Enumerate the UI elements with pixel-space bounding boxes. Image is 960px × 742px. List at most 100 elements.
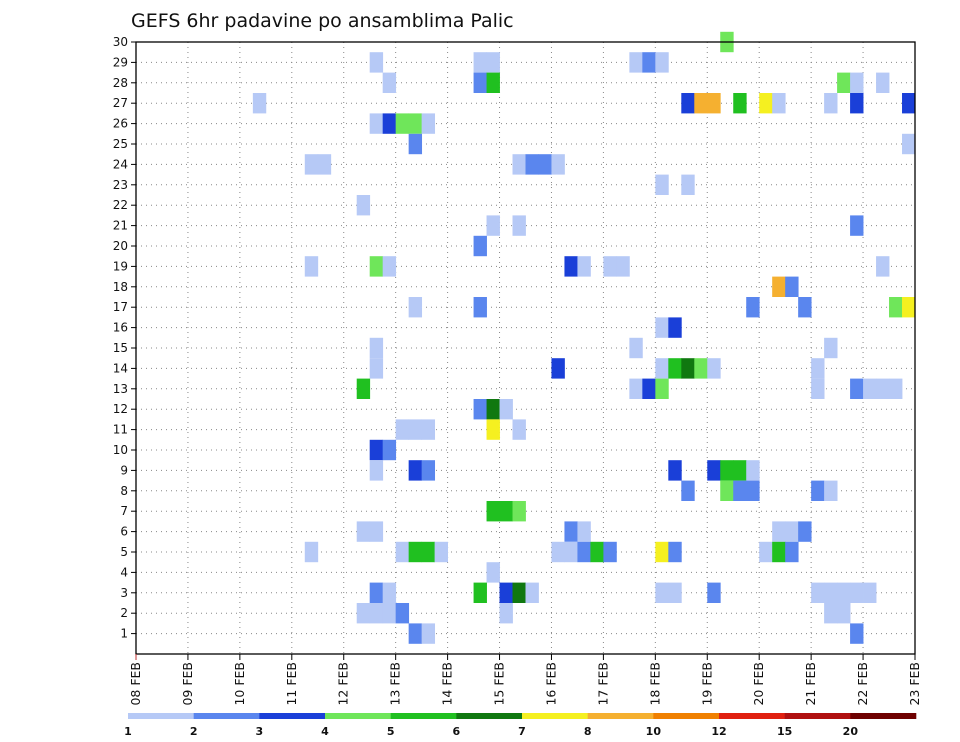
precip-cell <box>694 93 708 114</box>
precip-cell <box>551 541 565 563</box>
precip-cell <box>486 52 500 73</box>
legend-label: 6 <box>453 725 461 738</box>
precip-cell <box>486 72 500 93</box>
y-tick-label: 21 <box>113 219 128 233</box>
y-tick-label: 8 <box>120 484 128 498</box>
precip-cell <box>733 480 747 501</box>
precip-cell <box>681 93 695 114</box>
precip-cell <box>473 297 487 318</box>
precip-cell <box>785 276 799 297</box>
precip-cell <box>369 52 384 73</box>
precip-cell <box>694 358 708 379</box>
x-tick-label: 18 FEB <box>647 662 662 706</box>
precip-cell <box>655 317 669 338</box>
x-tick-label: 12 FEB <box>336 662 351 706</box>
precip-cell <box>603 541 617 563</box>
y-tick-label: 14 <box>113 361 128 375</box>
y-tick-label: 7 <box>120 504 128 518</box>
precip-cell <box>668 358 682 379</box>
legend-label: 15 <box>777 725 792 738</box>
precip-cell <box>772 93 786 114</box>
legend-swatch <box>325 713 391 719</box>
precip-cell <box>408 460 423 481</box>
precip-cell <box>421 419 436 440</box>
precip-cell <box>473 399 487 420</box>
y-tick-label: 13 <box>113 382 128 396</box>
legend-label: 2 <box>190 725 198 738</box>
y-tick-label: 1 <box>120 627 128 641</box>
precip-cell <box>408 541 423 563</box>
y-tick-label: 15 <box>113 341 128 355</box>
legend-swatch <box>587 713 654 719</box>
precip-cell <box>473 72 487 93</box>
precip-cell <box>785 541 799 563</box>
legend-label: 20 <box>843 725 859 738</box>
precip-cell <box>850 582 864 603</box>
precip-cell <box>876 256 890 277</box>
precip-cell <box>772 521 786 542</box>
y-tick-label: 22 <box>113 198 128 212</box>
precip-cell <box>772 541 786 563</box>
y-tick-label: 6 <box>120 525 128 539</box>
precip-cell <box>512 501 526 522</box>
x-tick-label: 13 FEB <box>388 662 403 706</box>
legend-label: 1 <box>124 725 132 738</box>
precip-cell <box>889 297 903 318</box>
precip-cell <box>655 358 669 379</box>
precip-cell <box>564 256 578 277</box>
precip-cell <box>681 480 695 501</box>
precip-cell <box>850 72 864 93</box>
precip-cell <box>369 256 384 277</box>
legend-swatch <box>784 713 851 719</box>
y-tick-label: 17 <box>113 300 128 314</box>
precip-cell <box>616 256 630 277</box>
legend-swatch <box>850 713 917 719</box>
precip-cell <box>759 541 773 563</box>
precip-cell <box>421 623 436 644</box>
precip-cell <box>369 358 384 379</box>
precip-cell <box>902 133 916 155</box>
precip-cell <box>356 378 371 399</box>
precip-cell <box>369 460 384 481</box>
precip-cell <box>876 378 890 399</box>
precip-cell <box>499 603 513 624</box>
precip-cell <box>577 256 591 277</box>
precip-cell <box>681 174 695 195</box>
legend-label: 5 <box>387 725 395 738</box>
precip-cell <box>902 93 916 114</box>
y-tick-label: 16 <box>113 321 128 335</box>
precip-cell <box>668 460 682 481</box>
x-tick-label: 23 FEB <box>907 662 922 706</box>
precip-cell <box>252 93 267 114</box>
y-tick-label: 23 <box>113 178 128 192</box>
precip-cell <box>811 582 825 603</box>
precip-cell <box>707 93 721 114</box>
precip-cell <box>395 113 410 134</box>
precip-cell <box>512 215 526 236</box>
precip-cell <box>798 521 812 542</box>
precip-cell <box>369 582 384 603</box>
x-tick-label: 22 FEB <box>855 662 870 706</box>
x-tick-label: 11 FEB <box>284 662 299 706</box>
x-tick-label: 14 FEB <box>440 662 455 706</box>
precip-cell <box>850 378 864 399</box>
precip-cell <box>798 297 812 318</box>
y-tick-label: 19 <box>113 259 128 273</box>
precip-cell <box>369 521 384 542</box>
precip-cell <box>577 521 591 542</box>
y-tick-label: 12 <box>113 402 128 416</box>
precip-cell <box>746 297 760 318</box>
precip-cell <box>668 582 682 603</box>
precip-cell <box>408 297 423 318</box>
precip-cell <box>889 378 903 399</box>
precip-cell <box>408 113 423 134</box>
legend-swatch <box>259 713 326 719</box>
legend-swatch <box>390 713 457 719</box>
precip-cell <box>876 72 890 93</box>
precip-cell <box>486 501 500 522</box>
precip-cell <box>382 256 397 277</box>
y-tick-label: 11 <box>113 423 128 437</box>
precip-cell <box>707 460 721 481</box>
x-tick-label: 21 FEB <box>803 662 818 706</box>
